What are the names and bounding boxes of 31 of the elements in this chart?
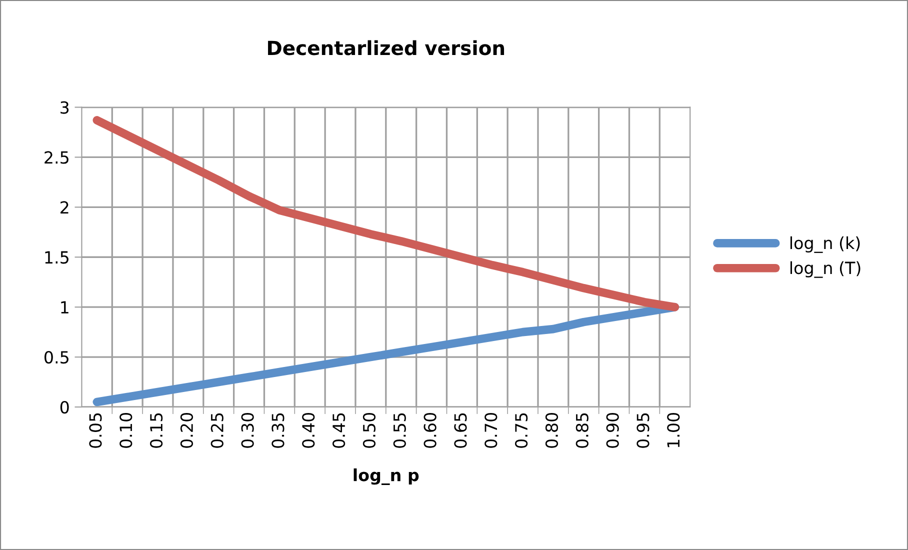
x-tick-label: 0.25 — [210, 413, 224, 448]
x-tick-label: 0.55 — [393, 413, 406, 448]
x-tick-label: 0.80 — [545, 412, 558, 448]
y-tick-label: 1 — [61, 301, 68, 314]
x-tick-label: 0.95 — [636, 413, 650, 448]
y-tick-label: 2.5 — [44, 151, 68, 164]
x-tick-label: 0.50 — [362, 412, 376, 448]
y-tick-label: 3 — [60, 101, 69, 114]
x-tick-label: 0.70 — [484, 412, 498, 448]
y-tick-label: 0 — [60, 400, 69, 414]
x-tick-label: 0.85 — [576, 413, 588, 448]
x-tick-label: 0.60 — [424, 412, 436, 448]
chart-title: Decentarlized version — [268, 40, 504, 56]
x-tick-label: 0.90 — [606, 412, 619, 448]
x-tick-label: 0.10 — [120, 412, 132, 448]
y-tick-label: 2 — [60, 201, 68, 214]
x-tick-label: 0.40 — [302, 412, 315, 448]
x-tick-label: 0.30 — [241, 412, 254, 448]
x-axis-title: log_n p — [354, 468, 419, 486]
x-tick-label: 0.15 — [150, 413, 163, 448]
x-tick-label: 0.20 — [180, 412, 194, 448]
x-tick-label: 0.65 — [454, 413, 467, 448]
y-tick-label: 0.5 — [44, 351, 68, 364]
x-tick-label: 0.45 — [332, 413, 346, 448]
x-tick-label: 0.75 — [515, 413, 528, 448]
y-tick-label: 1.5 — [45, 251, 68, 264]
x-tick-label: 0.35 — [272, 413, 284, 448]
legend-label: log_n (T) — [790, 261, 860, 278]
x-tick-label: 1.00 — [667, 412, 680, 448]
legend-label: log_n (k) — [790, 236, 860, 253]
x-tick-label: 0.05 — [89, 413, 102, 448]
